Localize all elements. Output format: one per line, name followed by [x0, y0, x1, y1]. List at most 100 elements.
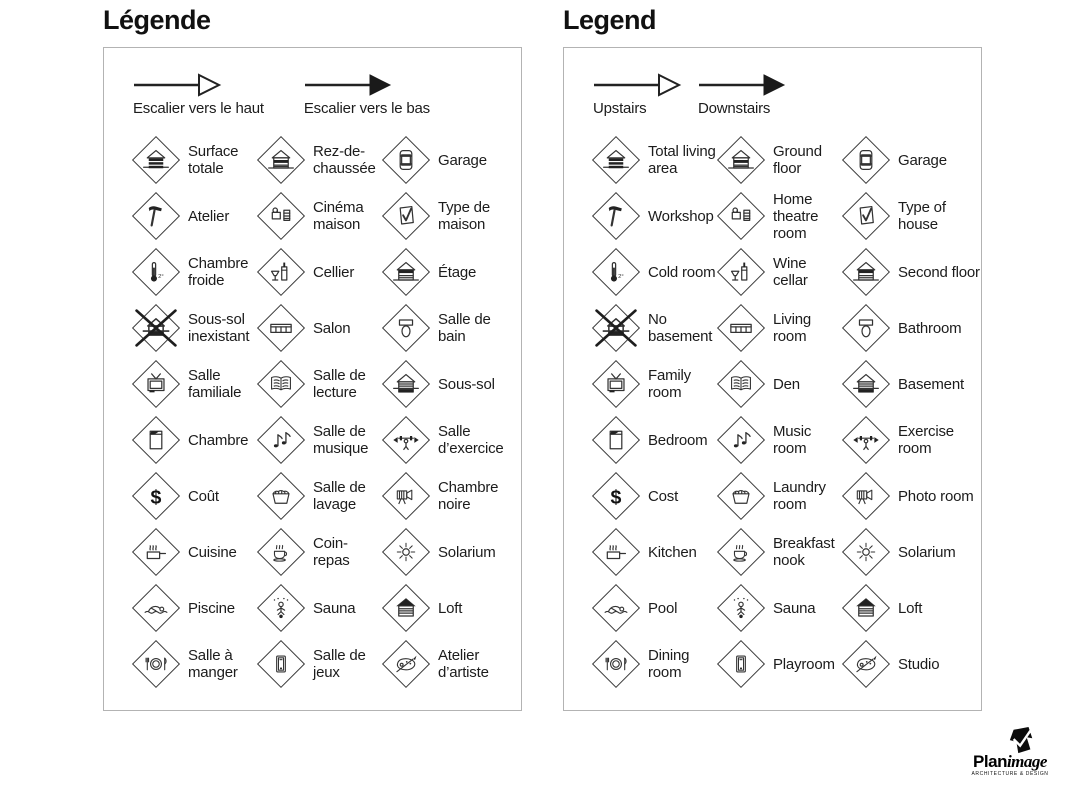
living-room-icon: [716, 303, 765, 353]
second-floor-icon: [381, 247, 430, 297]
legend-item: Type of house: [841, 191, 981, 241]
legend-item-label: Salon: [313, 319, 351, 337]
legend-item-label: Piscine: [188, 599, 235, 617]
legend-item: Cinéma maison: [256, 191, 382, 241]
legend-item: Cellier: [256, 247, 382, 297]
legend-item: Second floor: [841, 247, 981, 297]
stairs-arrows-english: Upstairs Downstairs: [564, 72, 981, 118]
stairs-down-arrow-icon: [304, 74, 391, 96]
laundry-room-icon: [256, 471, 305, 521]
legend-item-label: Breakfast nook: [773, 535, 835, 569]
sauna-icon: [256, 583, 305, 633]
stairs-up-label: Escalier vers le haut: [133, 100, 264, 117]
legend-item-label: Salle de lecture: [313, 367, 366, 401]
legend-item: Photo room: [841, 471, 981, 521]
legend-item-label: Bedroom: [648, 431, 708, 449]
bathroom-icon: [381, 303, 430, 353]
loft-icon: [381, 583, 430, 633]
legend-item-label: No basement: [648, 311, 713, 345]
legend-item: Piscine: [131, 583, 257, 633]
legend-item-label: Type de maison: [438, 199, 490, 233]
stairs-up-arrow-icon: [134, 73, 222, 97]
legend-item-label: Exercise room: [898, 423, 954, 457]
second-floor-icon: [841, 247, 890, 297]
legend-item: No basement: [591, 303, 717, 353]
family-room-icon: [131, 359, 180, 409]
legend-grid-english: Total living area Ground floor Garage Works…: [564, 132, 981, 692]
legend-item: Coin-repas: [256, 527, 382, 577]
legend-panel-french: Légende Escalier vers le haut Escalier v…: [103, 0, 522, 711]
laundry-room-icon: [716, 471, 765, 521]
legend-item: Family room: [591, 359, 717, 409]
svg-text:2°: 2°: [158, 274, 164, 280]
legend-item-label: Studio: [898, 655, 940, 673]
legend-item-label: Atelier d’artiste: [438, 647, 489, 681]
legend-item-label: Family room: [648, 367, 691, 401]
legend-item: Solarium: [381, 527, 521, 577]
legend-item: Surface totale: [131, 135, 257, 185]
solarium-icon: [841, 527, 890, 577]
legend-item: Garage: [381, 135, 521, 185]
stairs-up-item: Escalier vers le haut: [133, 72, 264, 118]
wine-cellar-icon: [256, 247, 305, 297]
legend-grid-french: Surface totale Rez-de-chaussée Garage Ateli…: [104, 132, 521, 692]
type-of-house-icon: [381, 191, 430, 241]
breakfast-nook-icon: [716, 527, 765, 577]
legend-item: Wine cellar: [716, 247, 842, 297]
stairs-down-item: Downstairs: [698, 72, 788, 118]
cold-room-icon: 2°: [591, 247, 640, 297]
stairs-down-item: Escalier vers le bas: [304, 72, 430, 118]
legend-item-label: Total living area: [648, 143, 716, 177]
legend-item-label: Cost: [648, 487, 679, 505]
legend-item-label: Coût: [188, 487, 219, 505]
legend-item-label: Garage: [438, 151, 487, 169]
legend-item: Bathroom: [841, 303, 981, 353]
workshop-icon: [591, 191, 640, 241]
basement-icon: [381, 359, 430, 409]
den-icon: [256, 359, 305, 409]
panel-title-french: Légende: [103, 5, 211, 35]
legend-item: Sous-sol: [381, 359, 521, 409]
planimage-logo-mark-icon: [1009, 727, 1033, 754]
legend-item-label: Cellier: [313, 263, 355, 281]
legend-item: Home theatre room: [716, 191, 842, 242]
stairs-down-label: Escalier vers le bas: [303, 100, 430, 117]
playroom-icon: [716, 639, 765, 689]
legend-item: Studio: [841, 639, 981, 689]
legend-item-label: Salle de jeux: [313, 647, 366, 681]
legend-item-label: Solarium: [898, 543, 956, 561]
legend-item-label: Coin-repas: [313, 535, 350, 569]
legend-item-label: Chambre: [188, 431, 249, 449]
stairs-down-label: Downstairs: [698, 100, 771, 117]
bedroom-icon: [591, 415, 640, 465]
legend-item: Sauna: [256, 583, 382, 633]
panel-title-english: Legend: [563, 5, 657, 35]
legend-item: Exercise room: [841, 415, 981, 465]
legend-item-label: Basement: [898, 375, 964, 393]
legend-item: Salle de lecture: [256, 359, 382, 409]
total-living-area-icon: [591, 135, 640, 185]
living-room-icon: [256, 303, 305, 353]
bedroom-icon: [131, 415, 180, 465]
legend-item-label: Salle à manger: [188, 647, 238, 681]
home-theatre-icon: [256, 191, 305, 241]
svg-text:$: $: [610, 486, 621, 508]
legend-item-label: Pool: [648, 599, 678, 617]
legend-item: Sauna: [716, 583, 842, 633]
den-icon: [716, 359, 765, 409]
legend-item: Kitchen: [591, 527, 717, 577]
legend-item-label: Workshop: [648, 207, 714, 225]
legend-item-label: Music room: [773, 423, 812, 457]
legend-item: Salle à manger: [131, 639, 257, 689]
legend-item: Salon: [256, 303, 382, 353]
legend-item: Sous-sol inexistant: [131, 303, 257, 353]
legend-item: Cuisine: [131, 527, 257, 577]
sauna-icon: [716, 583, 765, 633]
legend-item: Salle de bain: [381, 303, 521, 353]
legend-item-label: Salle de lavage: [313, 479, 366, 513]
kitchen-icon: [591, 527, 640, 577]
stairs-up-arrow-icon: [594, 73, 682, 97]
ground-floor-icon: [256, 135, 305, 185]
legend-item: Solarium: [841, 527, 981, 577]
legend-item: Dining room: [591, 639, 717, 689]
